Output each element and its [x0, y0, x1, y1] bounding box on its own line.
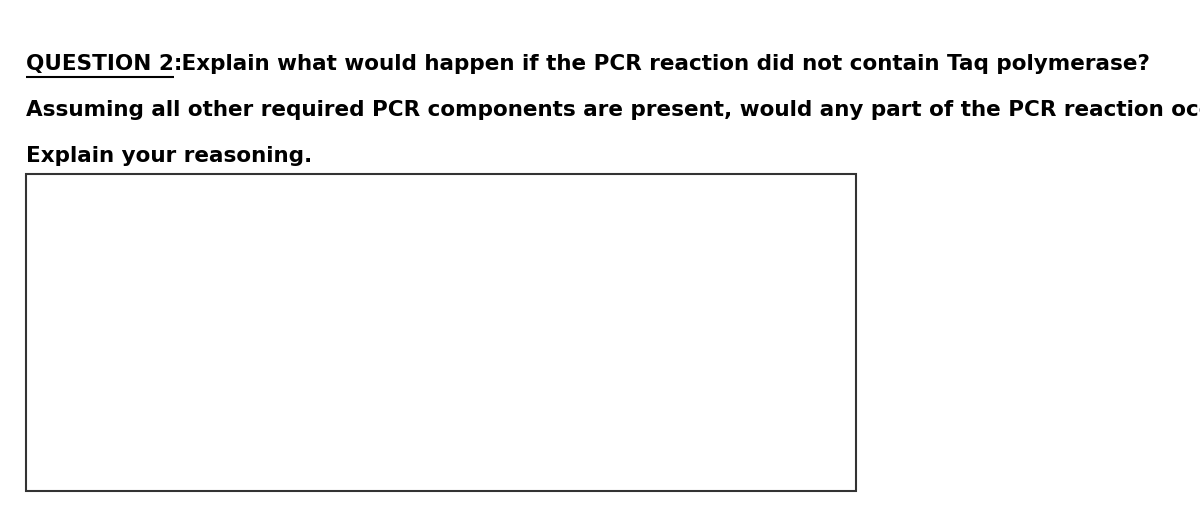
FancyBboxPatch shape: [26, 174, 856, 491]
Text: Explain your reasoning.: Explain your reasoning.: [26, 146, 313, 166]
Text: Assuming all other required PCR components are present, would any part of the PC: Assuming all other required PCR componen…: [26, 100, 1200, 120]
Text: Explain what would happen if the PCR reaction did not contain Taq polymerase?: Explain what would happen if the PCR rea…: [174, 54, 1150, 74]
Text: QUESTION 2:: QUESTION 2:: [26, 54, 182, 74]
